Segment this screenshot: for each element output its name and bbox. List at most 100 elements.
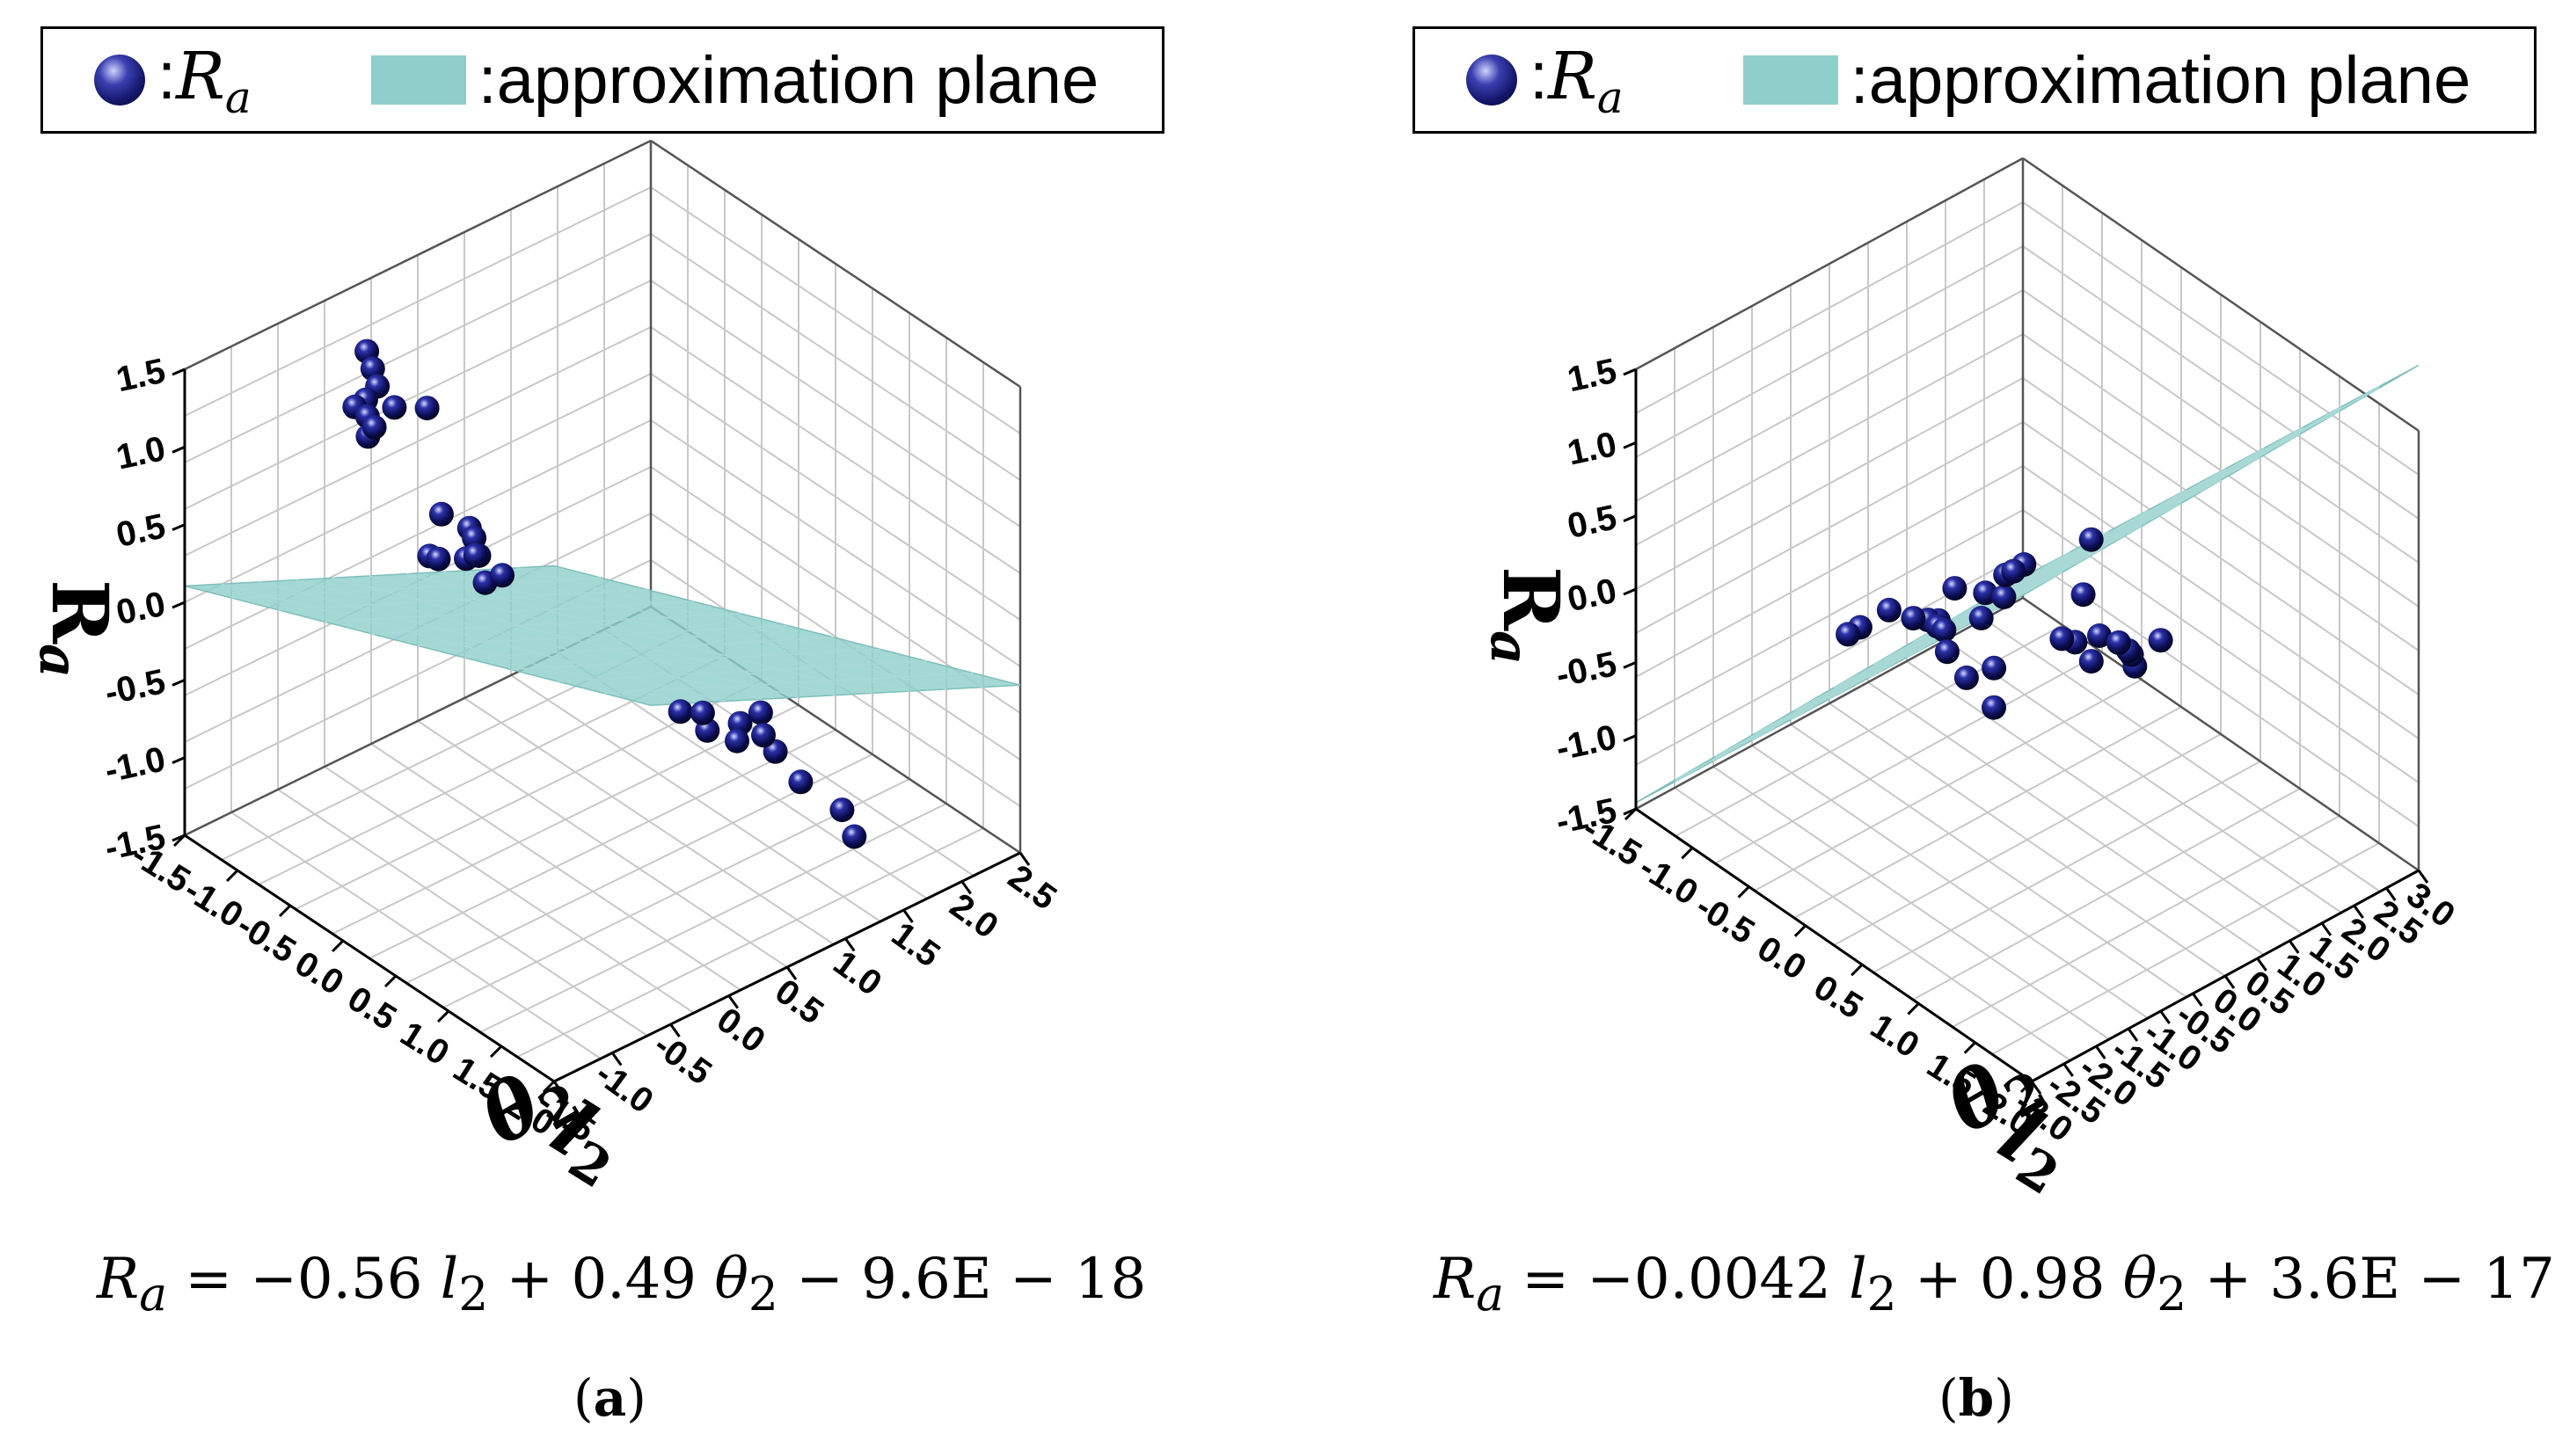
axes: -1.5-1.0-0.50.00.51.01.5-3.0-2.5-2.0-1.5… <box>1552 352 2462 1150</box>
z-tick <box>172 368 186 376</box>
grid-line <box>479 803 947 1033</box>
x-tick-label: 2.0 <box>943 886 1005 946</box>
x-tick <box>2223 975 2236 989</box>
y-axis-line <box>184 834 555 1083</box>
data-point <box>2049 626 2075 652</box>
x-tick-label: -0.5 <box>646 1025 719 1092</box>
data-point <box>414 396 440 421</box>
z-axis-title: Ra <box>1478 566 1577 665</box>
data-point <box>2070 582 2096 608</box>
panel-a: -1.5 -1.0 -0.5 0.0 0.5 1.0 1.5 -1.5 -1.0 -0.5 0.0 0… <box>0 0 1277 1456</box>
data-point <box>1982 655 2007 681</box>
x-tick <box>2353 905 2364 919</box>
x-tick <box>1018 852 1031 866</box>
data-point <box>1931 617 1957 643</box>
y-tick-label: -1.0 <box>1632 848 1705 913</box>
plane-mesh-line <box>510 648 881 671</box>
grid-line <box>1991 842 2380 1055</box>
grid-line <box>184 280 652 510</box>
x-tick-label: 2.5 <box>1001 857 1063 917</box>
data-point <box>1901 606 1926 631</box>
x-tick <box>2030 1081 2042 1095</box>
axes: -1.5-1.0-0.50.00.51.01.5-1.5-1.0-0.50.00… <box>101 352 1063 1150</box>
grid-line <box>1635 201 2024 414</box>
y-tick <box>1681 847 1694 860</box>
y-tick <box>1624 807 1638 821</box>
grid-line <box>324 766 695 1014</box>
x-tick <box>960 880 972 895</box>
data-point <box>748 700 773 725</box>
x-tick-label: 1.0 <box>826 943 888 1003</box>
x-tick <box>2256 957 2267 972</box>
grid-line <box>184 326 652 557</box>
data-point <box>1876 597 1902 622</box>
y-tick-label: 0.0 <box>1751 928 1813 987</box>
grid-line <box>516 827 984 1058</box>
z-tick <box>1623 660 1637 669</box>
y-tick <box>436 1009 450 1023</box>
x-tick <box>844 937 856 952</box>
z-tick-label: -1.0 <box>101 739 169 790</box>
grid-line <box>442 778 910 1008</box>
x-tick <box>785 966 798 980</box>
z-tick <box>1623 440 1637 449</box>
data-point <box>2106 630 2131 655</box>
grid-line <box>184 186 652 417</box>
data-point <box>463 542 488 568</box>
z-tick-label: -1.0 <box>1552 717 1620 768</box>
data-point <box>751 723 776 748</box>
x-tick <box>2385 887 2397 901</box>
y-tick <box>331 939 345 953</box>
chart-a: -1.5-1.0-0.50.00.51.01.5-1.5-1.0-0.50.00… <box>27 139 1063 1201</box>
box-edge <box>184 139 652 371</box>
z-tick <box>172 523 186 532</box>
x-tick <box>727 994 739 1009</box>
data-point <box>1973 580 1998 606</box>
grid-line <box>1790 724 2187 998</box>
z-tick <box>1623 514 1637 523</box>
y-tick <box>542 1080 556 1094</box>
plane-mesh-line <box>1991 387 2380 597</box>
legend-a: :Ra :approximation plane <box>40 26 1164 134</box>
y-tick <box>1851 964 1864 977</box>
plane-mesh-line <box>479 569 947 690</box>
plane-mesh-line <box>603 672 975 695</box>
z-tick-label: -0.5 <box>101 662 169 712</box>
plane-mesh-line <box>1833 479 2222 688</box>
grid-line <box>650 373 1021 621</box>
grid-line <box>1751 745 2149 1019</box>
data-point <box>382 395 407 420</box>
data-point <box>1968 606 1994 630</box>
grid-line <box>2022 377 2420 652</box>
grid-line <box>230 812 602 1059</box>
data-point <box>788 769 814 795</box>
plane-mesh-line <box>369 575 836 696</box>
y-tick-label: 0.5 <box>1807 968 1869 1027</box>
data-point <box>725 728 749 753</box>
y-axis-line <box>1635 807 2033 1083</box>
data-point <box>1836 622 1861 647</box>
z-axis-title: Ra <box>27 579 126 678</box>
z-tick <box>172 756 186 765</box>
z-tick-label: 1.5 <box>113 352 169 400</box>
grid-line <box>1952 815 2340 1028</box>
data-point <box>829 797 855 823</box>
x-tick <box>552 1081 565 1095</box>
equation-a: Ra = −0.56 l2 + 0.49 θ2 − 9.6E − 18 <box>97 1247 1147 1321</box>
x-tick <box>2127 1028 2139 1042</box>
plane-mesh-line <box>557 660 928 682</box>
legend-plane-swatch <box>370 55 466 105</box>
legend-point-icon <box>1466 55 1517 106</box>
data-point <box>2078 649 2104 674</box>
legend-b: :Ra :approximation plane <box>1413 26 2537 134</box>
grid-line <box>1833 733 2222 946</box>
y-tick <box>1737 885 1750 899</box>
legend-plane-swatch <box>1742 55 1838 105</box>
grid-line <box>2022 201 2420 476</box>
grid-line <box>1912 788 2301 1001</box>
z-tick-label: 0.5 <box>113 506 169 555</box>
z-tick <box>1623 587 1637 596</box>
x-tick <box>669 1023 681 1037</box>
legend-point-icon <box>94 55 145 106</box>
y-tick-label: -0.5 <box>1690 887 1762 952</box>
